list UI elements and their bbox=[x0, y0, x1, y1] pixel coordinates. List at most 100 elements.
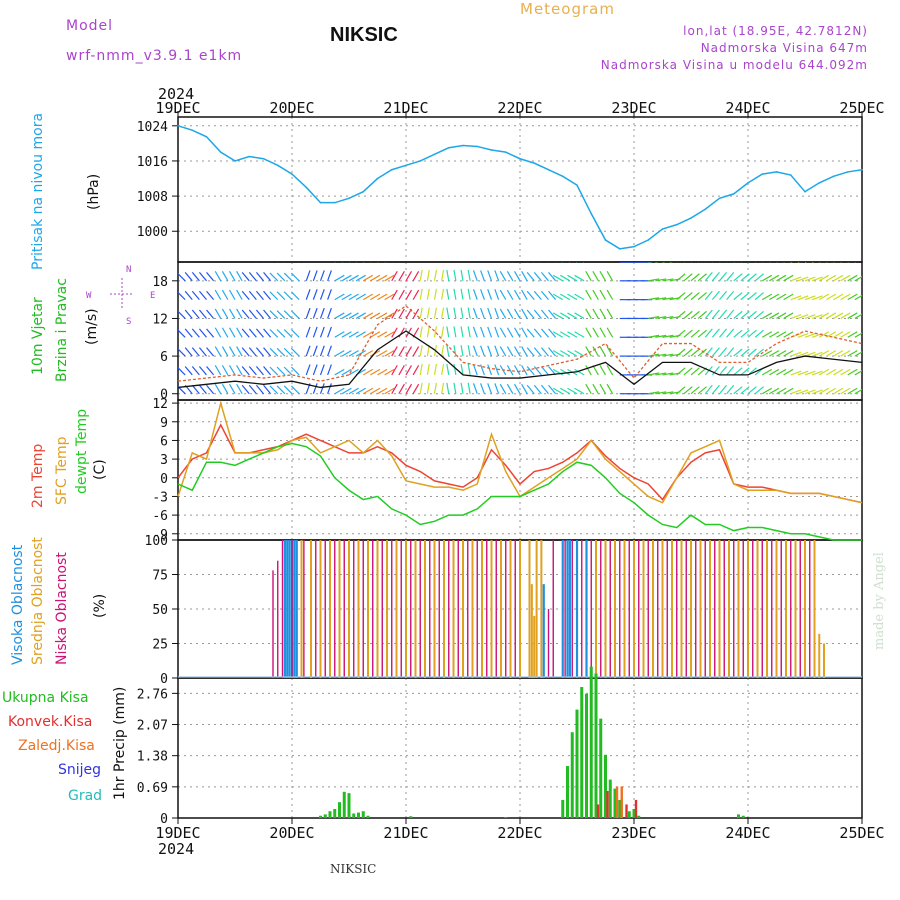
cloud-bar-1 bbox=[652, 540, 654, 678]
wind-arrow bbox=[548, 290, 557, 301]
wind-arrow bbox=[592, 365, 599, 376]
wind-arrow bbox=[697, 273, 707, 282]
x-tick-label-top: 24DEC bbox=[725, 99, 770, 117]
cloud-bar-2 bbox=[457, 540, 459, 678]
wind-arrow bbox=[790, 276, 802, 282]
cloud-bar-1 bbox=[443, 540, 445, 678]
wind-arrow bbox=[494, 383, 500, 394]
elevation-text: Nadmorska Visina 647m bbox=[700, 41, 868, 55]
wind-arrow bbox=[290, 310, 300, 319]
wind-arrow bbox=[355, 312, 366, 319]
wind-title: 10m Vjetar bbox=[30, 297, 46, 375]
precip-bar-2 bbox=[620, 786, 623, 818]
pressure-title: Pritisak na nivou mora bbox=[30, 113, 46, 270]
temperature-series-2 bbox=[177, 442, 862, 541]
wind-arrow bbox=[606, 270, 614, 282]
precip-bar-1 bbox=[625, 804, 628, 818]
wind-arrow bbox=[348, 368, 359, 376]
wind-arrow bbox=[487, 270, 493, 282]
wind-arrow bbox=[191, 290, 200, 301]
wind-arrow bbox=[377, 262, 379, 263]
wind-arrow bbox=[804, 332, 816, 338]
wind-arrow bbox=[467, 382, 471, 394]
wind-arrow bbox=[585, 289, 592, 300]
pressure-point bbox=[747, 182, 749, 184]
wind-arrow bbox=[574, 368, 585, 376]
cloud-bar-2 bbox=[564, 540, 566, 678]
wind-arrow bbox=[513, 289, 521, 300]
pressure-ylabel: (hPa) bbox=[86, 174, 102, 210]
wind-arrow bbox=[214, 383, 222, 395]
wind-arrow bbox=[769, 368, 780, 376]
wind-arrow bbox=[797, 351, 809, 357]
wind-arrow bbox=[206, 309, 215, 319]
wind-arrow bbox=[740, 292, 750, 301]
cloud-bar-0 bbox=[286, 540, 289, 678]
wind-arrow bbox=[733, 273, 743, 282]
pressure-point bbox=[547, 168, 550, 171]
wind-arrow bbox=[567, 331, 578, 338]
pressure-point bbox=[476, 145, 479, 148]
wind-arrow bbox=[241, 290, 250, 301]
wind-arrow bbox=[726, 384, 735, 395]
cloud-bar-2 bbox=[315, 540, 317, 678]
wind-arrow bbox=[370, 293, 381, 301]
wind-arrow bbox=[370, 312, 381, 319]
wind-arrow bbox=[355, 387, 366, 395]
wind-arrow bbox=[861, 298, 862, 300]
wind-arrow bbox=[319, 326, 325, 338]
wind-arrow bbox=[676, 386, 686, 395]
precip-bar-0 bbox=[319, 815, 322, 818]
pressure-point bbox=[775, 171, 778, 173]
wind-arrow bbox=[833, 331, 844, 338]
wind-arrow bbox=[370, 368, 381, 376]
y-tick-label: 25 bbox=[152, 638, 168, 653]
x-tick-label-top: 23DEC bbox=[611, 99, 656, 117]
precip-ylabel: 1hr Precip (mm) bbox=[112, 687, 128, 800]
wind-arrow bbox=[255, 347, 264, 357]
precip-bar-0 bbox=[323, 814, 327, 818]
wind-arrow bbox=[548, 272, 557, 282]
wind-arrow bbox=[840, 312, 851, 319]
wind-arrow bbox=[341, 387, 352, 395]
precip-bar-1 bbox=[606, 790, 609, 818]
wind-arrow bbox=[552, 312, 564, 319]
wind-arrow bbox=[319, 307, 325, 319]
wind-arrow bbox=[412, 308, 420, 319]
wind-arrow bbox=[854, 388, 862, 395]
wind-arrow bbox=[412, 270, 420, 282]
wind-arrow bbox=[711, 290, 720, 301]
wind-arrow bbox=[269, 291, 279, 301]
wind-arrow bbox=[513, 308, 521, 319]
y-tick-label: 1008 bbox=[137, 190, 168, 205]
cloud-bar-1 bbox=[718, 540, 721, 678]
wind-arrow bbox=[462, 262, 463, 263]
wind-arrow bbox=[769, 274, 780, 282]
wind-arrow bbox=[797, 295, 809, 301]
wind-arrow bbox=[441, 345, 445, 357]
wind-arrow bbox=[490, 262, 492, 263]
wind-arrow bbox=[405, 346, 413, 357]
cloud-bar-2 bbox=[362, 540, 364, 678]
wind-arrow bbox=[733, 386, 743, 395]
cloud-bar-1 bbox=[533, 615, 536, 678]
cloud-bar-0 bbox=[575, 540, 579, 678]
wind-arrow bbox=[341, 331, 352, 338]
wind-arrow bbox=[377, 312, 388, 319]
wind-arrow bbox=[676, 329, 686, 338]
wind-arrow bbox=[861, 336, 862, 338]
wind-arrow bbox=[676, 367, 686, 376]
cloud-bar-2 bbox=[723, 540, 725, 678]
wind-arrow bbox=[362, 312, 374, 319]
x-tick-label-bottom: 23DEC bbox=[611, 824, 656, 842]
pressure-point bbox=[504, 151, 507, 153]
wind-arrow bbox=[377, 293, 388, 301]
wind-arrow bbox=[783, 350, 794, 357]
wind-arrow bbox=[248, 262, 250, 263]
wind-arrow bbox=[719, 309, 728, 319]
wind-arrow bbox=[319, 270, 325, 282]
wind-arrow bbox=[327, 383, 332, 394]
wind-arrow bbox=[276, 329, 286, 338]
wind-arrow bbox=[384, 262, 386, 263]
wind-arrow bbox=[499, 270, 507, 282]
